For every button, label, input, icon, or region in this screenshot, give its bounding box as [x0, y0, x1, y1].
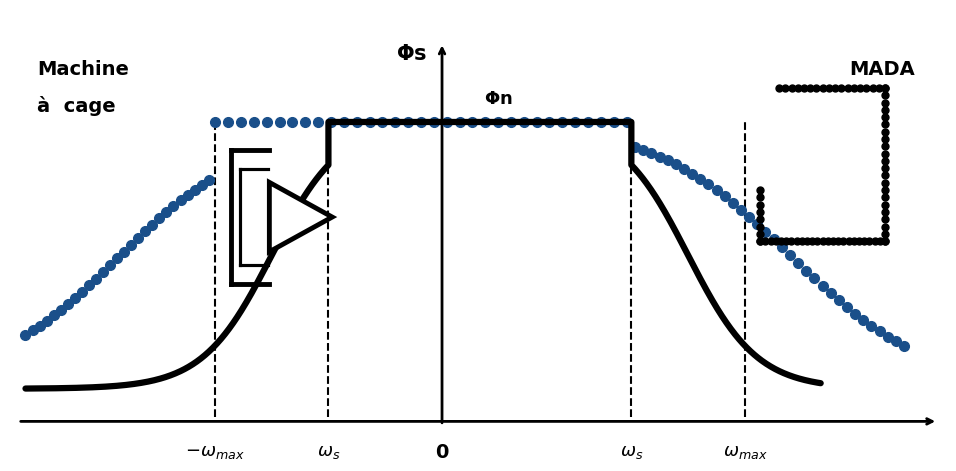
Polygon shape: [270, 182, 333, 252]
Text: $\omega_{max}$: $\omega_{max}$: [723, 443, 768, 461]
Text: Machine: Machine: [37, 59, 129, 79]
Text: $\omega_s$: $\omega_s$: [316, 443, 340, 461]
Text: à  cage: à cage: [37, 97, 116, 116]
Text: MADA: MADA: [850, 59, 915, 79]
Text: $-\omega_{max}$: $-\omega_{max}$: [185, 443, 245, 461]
Text: $\mathbf{\Phi n}$: $\mathbf{\Phi n}$: [484, 90, 512, 108]
Text: $\mathbf{\Phi s}$: $\mathbf{\Phi s}$: [396, 44, 427, 64]
Text: $\omega_s$: $\omega_s$: [619, 443, 643, 461]
Text: $\mathbf{0}$: $\mathbf{0}$: [435, 443, 449, 462]
